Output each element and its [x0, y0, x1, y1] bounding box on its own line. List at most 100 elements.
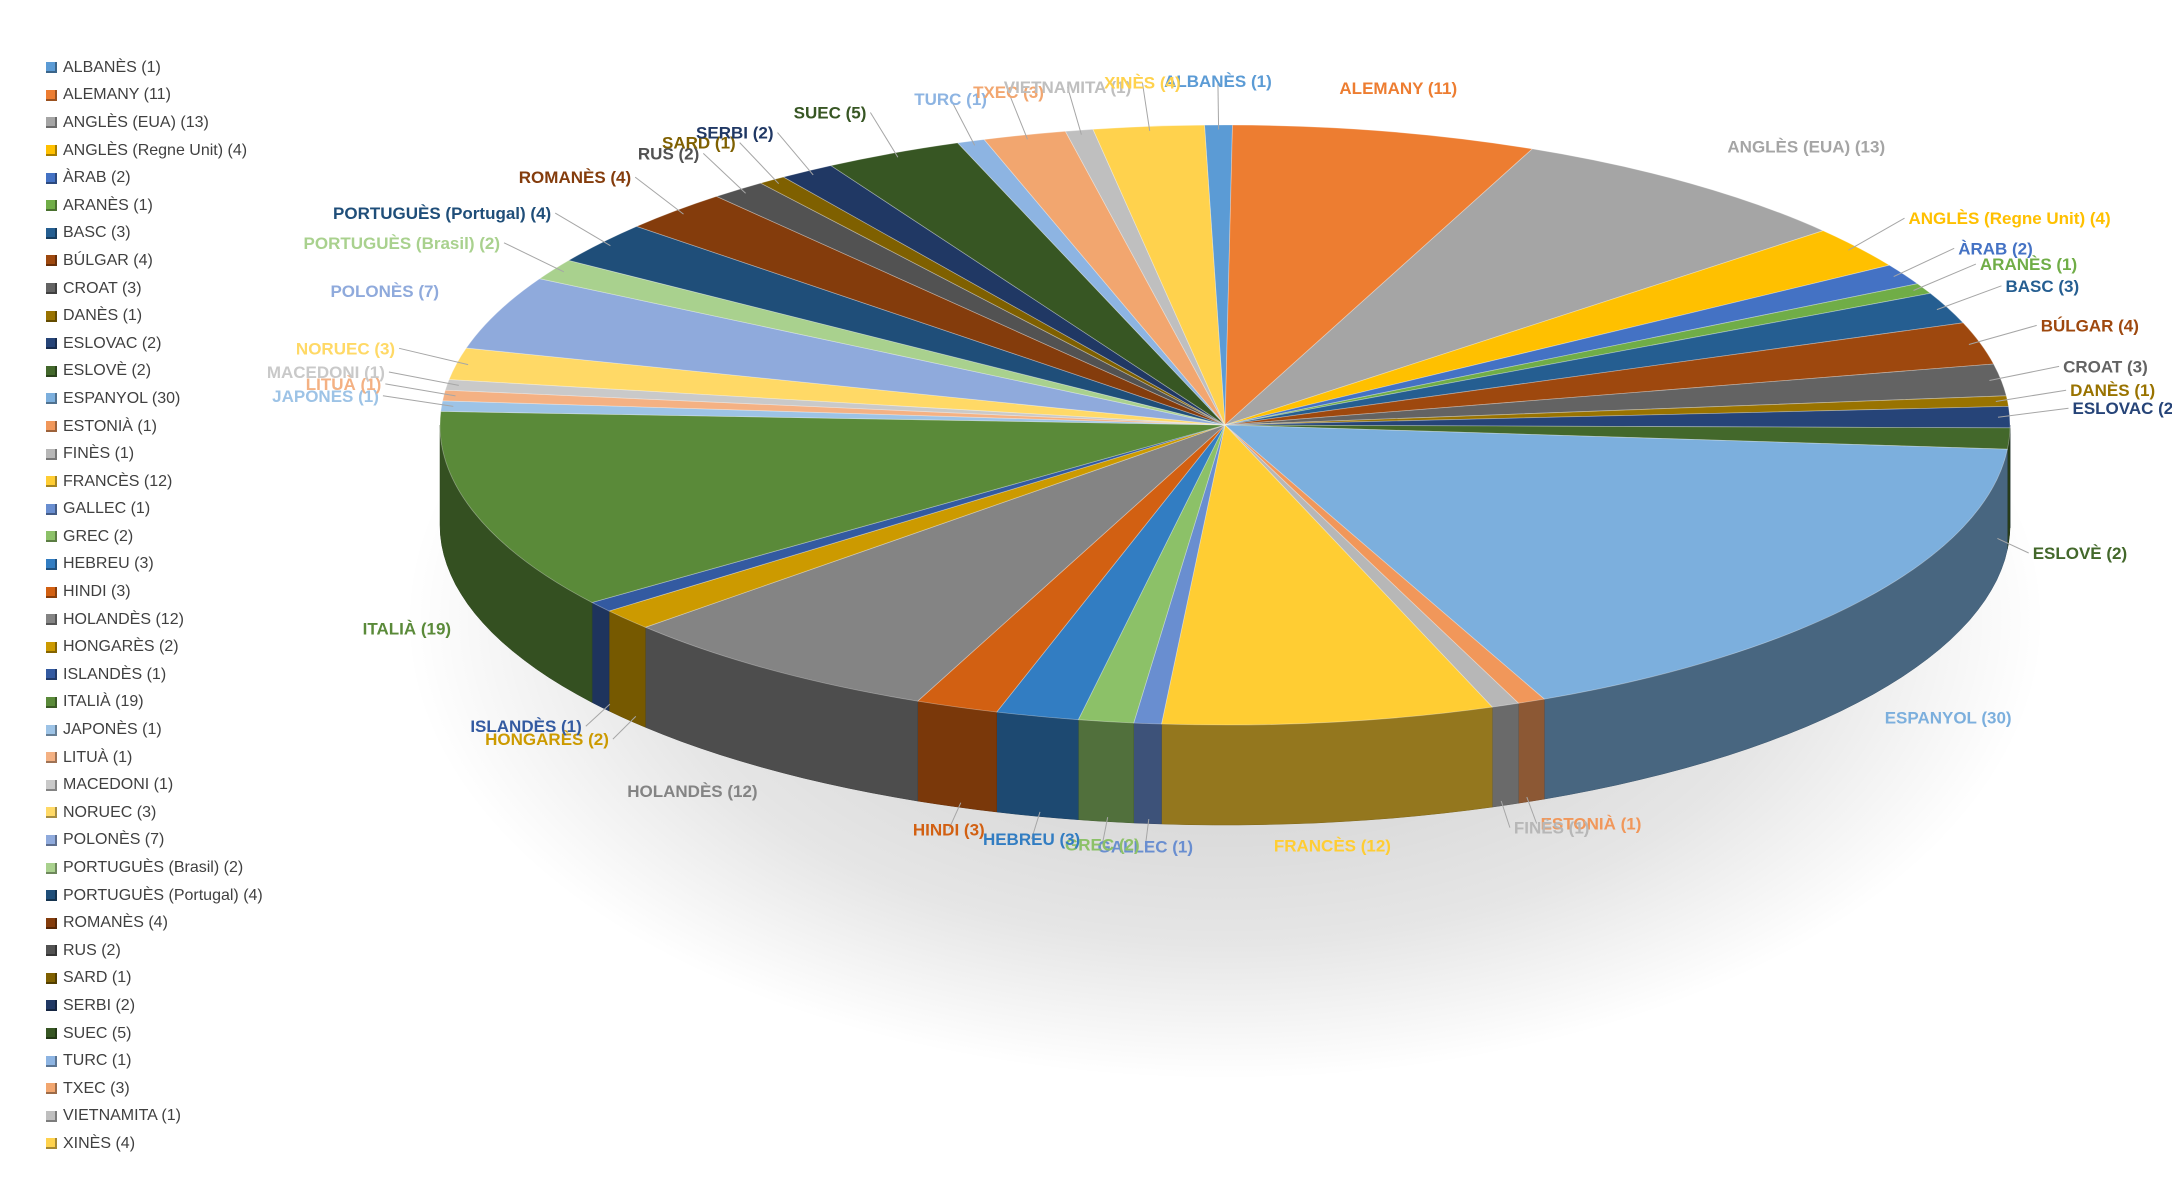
legend-item-estonia-1: ESTONIÀ (1) — [46, 413, 346, 441]
leader-line-suec-5 — [869, 112, 899, 158]
legend-item-hebreu-3: HEBREU (3) — [46, 551, 346, 579]
pie-slice-rus-2 — [715, 182, 1226, 426]
slice-label-japones-1: JAPONÈS (1) — [272, 387, 379, 406]
slice-label-sard-1: SARD (1) — [662, 134, 736, 153]
legend-item-holandes-12: HOLANDÈS (12) — [46, 606, 346, 634]
slice-label-portugues-brasil-2: PORTUGUÈS (Brasil) (2) — [304, 234, 500, 253]
slice-label-rus-2: RUS (2) — [638, 144, 699, 163]
legend-swatch — [46, 393, 57, 405]
slice-label-eslove-2: ESLOVÈ (2) — [2033, 544, 2127, 563]
legend-item-gallec-1: GALLEC (1) — [46, 496, 346, 524]
legend-item-turc-1: TURC (1) — [46, 1047, 346, 1075]
leader-line-albanes-1 — [1217, 80, 1220, 130]
slice-label-danes-1: DANÈS (1) — [2070, 381, 2155, 400]
pie-side-islandes-1 — [591, 602, 610, 712]
slice-label-hebreu-3: HEBREU (3) — [983, 830, 1080, 849]
slice-label-basc-3: BASC (3) — [2006, 277, 2080, 296]
legend-swatch — [46, 145, 57, 157]
legend-label: HOLANDÈS (12) — [63, 610, 184, 628]
pie-slice-angles-eua-13 — [1224, 148, 1825, 426]
legend-swatch — [46, 890, 57, 902]
pie-slice-macedoni-1 — [444, 379, 1226, 426]
slice-label-gallec-1: GALLEC (1) — [1098, 838, 1193, 857]
legend-label: ESTONIÀ (1) — [63, 417, 157, 435]
leader-line-basc-3 — [1936, 285, 2002, 311]
leader-line-bulgar-4 — [1968, 324, 2037, 345]
pie-slice-estonia-1 — [1224, 424, 1546, 704]
legend-swatch — [46, 227, 57, 239]
pie-slice-croat-3 — [1224, 363, 2007, 426]
pie-slice-portugues-portugal-4 — [567, 225, 1226, 426]
legend-label: SARD (1) — [63, 969, 132, 987]
leader-line-arab-2 — [1893, 247, 1955, 278]
legend-label: VIETNAMITA (1) — [63, 1107, 181, 1125]
legend-item-islandes-1: ISLANDÈS (1) — [46, 661, 346, 689]
legend-item-angles-regne-unit-4: ANGLÈS (Regne Unit) (4) — [46, 137, 346, 165]
legend-label: PORTUGUÈS (Portugal) (4) — [63, 886, 263, 904]
slice-label-croat-3: CROAT (3) — [2063, 357, 2148, 376]
legend-item-romanes-4: ROMANÈS (4) — [46, 909, 346, 937]
legend-label: ALEMANY (11) — [63, 86, 171, 104]
slice-label-turc-1: TURC (1) — [914, 90, 987, 109]
legend-label: ARANÈS (1) — [63, 196, 153, 214]
slice-label-macedoni-1: MACEDONI (1) — [267, 363, 385, 382]
pie-slice-italia-19 — [439, 410, 1226, 603]
leader-line-vietnamita-1 — [1067, 86, 1082, 135]
legend-swatch — [46, 1000, 57, 1012]
legend-label: ESLOVÈ (2) — [63, 362, 152, 380]
slice-label-holandes-12: HOLANDÈS (12) — [627, 782, 757, 801]
pie-slice-noruec-3 — [448, 347, 1226, 426]
pie-slice-holandes-12 — [644, 424, 1226, 702]
slice-label-txec-3: TXEC (3) — [973, 83, 1044, 102]
leader-line-serbi-2 — [777, 132, 814, 176]
leader-line-croat-3 — [1989, 365, 2060, 381]
legend-swatch — [46, 614, 57, 626]
legend-item-vietnamita-1: VIETNAMITA (1) — [46, 1103, 346, 1131]
slice-label-hongares-2: HONGARÈS (2) — [485, 730, 609, 749]
legend-swatch — [46, 1083, 57, 1095]
pie-slice-serbi-2 — [782, 165, 1226, 426]
legend-item-japones-1: JAPONÈS (1) — [46, 716, 346, 744]
legend-item-sard-1: SARD (1) — [46, 965, 346, 993]
legend-label: ITALIÀ (19) — [63, 693, 144, 711]
legend-item-noruec-3: NORUEC (3) — [46, 799, 346, 827]
legend-swatch — [46, 945, 57, 957]
pie-slice-fines-1 — [1224, 424, 1520, 708]
legend-label: SERBI (2) — [63, 996, 136, 1014]
legend-swatch — [46, 972, 57, 984]
slice-label-espanyol-30: ESPANYOL (30) — [1885, 709, 2012, 728]
slice-label-aranes-1: ARANÈS (1) — [1980, 255, 2077, 274]
legend-item-eslove-2: ESLOVÈ (2) — [46, 358, 346, 386]
legend-label: POLONÈS (7) — [63, 831, 165, 849]
legend-swatch — [46, 448, 57, 460]
legend-label: XINÈS (4) — [63, 1134, 136, 1152]
slice-label-noruec-3: NORUEC (3) — [296, 339, 395, 358]
legend-item-aranes-1: ARANÈS (1) — [46, 192, 346, 220]
legend-swatch — [46, 310, 57, 322]
legend-swatch — [46, 365, 57, 377]
legend-swatch — [46, 586, 57, 598]
legend-swatch — [46, 531, 57, 543]
legend-label: NORUEC (3) — [63, 803, 157, 821]
legend-label: ÀRAB (2) — [63, 169, 131, 187]
pie-slice-eslove-2 — [1224, 424, 2011, 450]
slice-label-arab-2: ÀRAB (2) — [1958, 239, 2033, 258]
legend-item-alemany-11: ALEMANY (11) — [46, 82, 346, 110]
legend-swatch — [46, 779, 57, 791]
pie-slice-angles-regne-unit-4 — [1224, 230, 1891, 426]
pie-slice-polones-7 — [465, 278, 1226, 426]
pie-slice-hongares-2 — [608, 424, 1226, 628]
legend-swatch — [46, 476, 57, 488]
legend-swatch — [46, 1110, 57, 1122]
legend-item-suec-5: SUEC (5) — [46, 1020, 346, 1048]
legend-item-polones-7: POLONÈS (7) — [46, 827, 346, 855]
pie-slice-portugues-brasil-2 — [538, 259, 1226, 426]
leader-line-gallec-1 — [1144, 819, 1150, 847]
leader-line-grec-2 — [1101, 817, 1109, 845]
pie-slice-grec-2 — [1077, 424, 1226, 724]
leader-line-turc-1 — [950, 98, 976, 146]
legend-label: FRANCÈS (12) — [63, 472, 173, 490]
legend-swatch — [46, 752, 57, 764]
pie-slice-danes-1 — [1224, 395, 2009, 426]
